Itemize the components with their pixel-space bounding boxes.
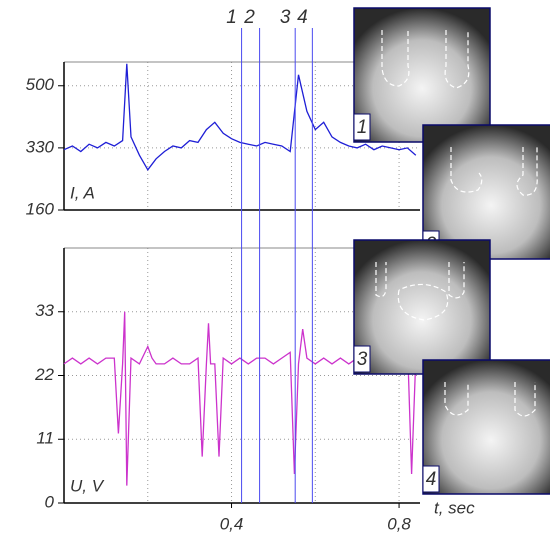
- x-tick-label: 0,4: [220, 514, 244, 533]
- marker-label: 3: [280, 7, 291, 28]
- electrode-outline: [450, 147, 538, 196]
- y-tick-label: 160: [26, 199, 55, 218]
- frame-label: 3: [357, 349, 368, 370]
- y-tick-label: 330: [26, 137, 55, 156]
- signal-line: [63, 311, 417, 486]
- electrode-outline: [375, 262, 465, 321]
- electrode-outline: [381, 30, 470, 89]
- signal-line: [63, 63, 417, 171]
- label-box: [353, 345, 371, 373]
- photo: [422, 124, 550, 260]
- marker-label: 1: [226, 7, 237, 28]
- photo: [353, 7, 491, 143]
- label-box: [353, 113, 371, 141]
- marker-label: 2: [243, 7, 255, 28]
- photo-inset: 4: [422, 359, 550, 495]
- photo-inset: 3: [353, 239, 491, 375]
- frame-label: 1: [357, 117, 368, 138]
- marker-label: 4: [297, 7, 308, 28]
- photo-inset: 1: [353, 7, 491, 143]
- y-axis-label: I, A: [70, 183, 95, 202]
- x-tick-label: 0,8: [387, 514, 411, 533]
- y-axis-label: U, V: [70, 476, 105, 495]
- photo: [422, 359, 550, 495]
- y-tick-label: 11: [36, 429, 54, 448]
- label-box: [422, 465, 440, 493]
- y-tick-label: 500: [26, 75, 55, 94]
- photo-inset: 2: [422, 124, 550, 260]
- y-tick-label: 22: [34, 365, 54, 384]
- y-tick-label: 33: [35, 301, 54, 320]
- x-axis-label: t, sec: [434, 498, 475, 517]
- frame-label: 4: [426, 469, 437, 490]
- photo: [353, 239, 491, 375]
- electrode-outline: [444, 382, 536, 417]
- y-tick-label: 0: [45, 492, 55, 511]
